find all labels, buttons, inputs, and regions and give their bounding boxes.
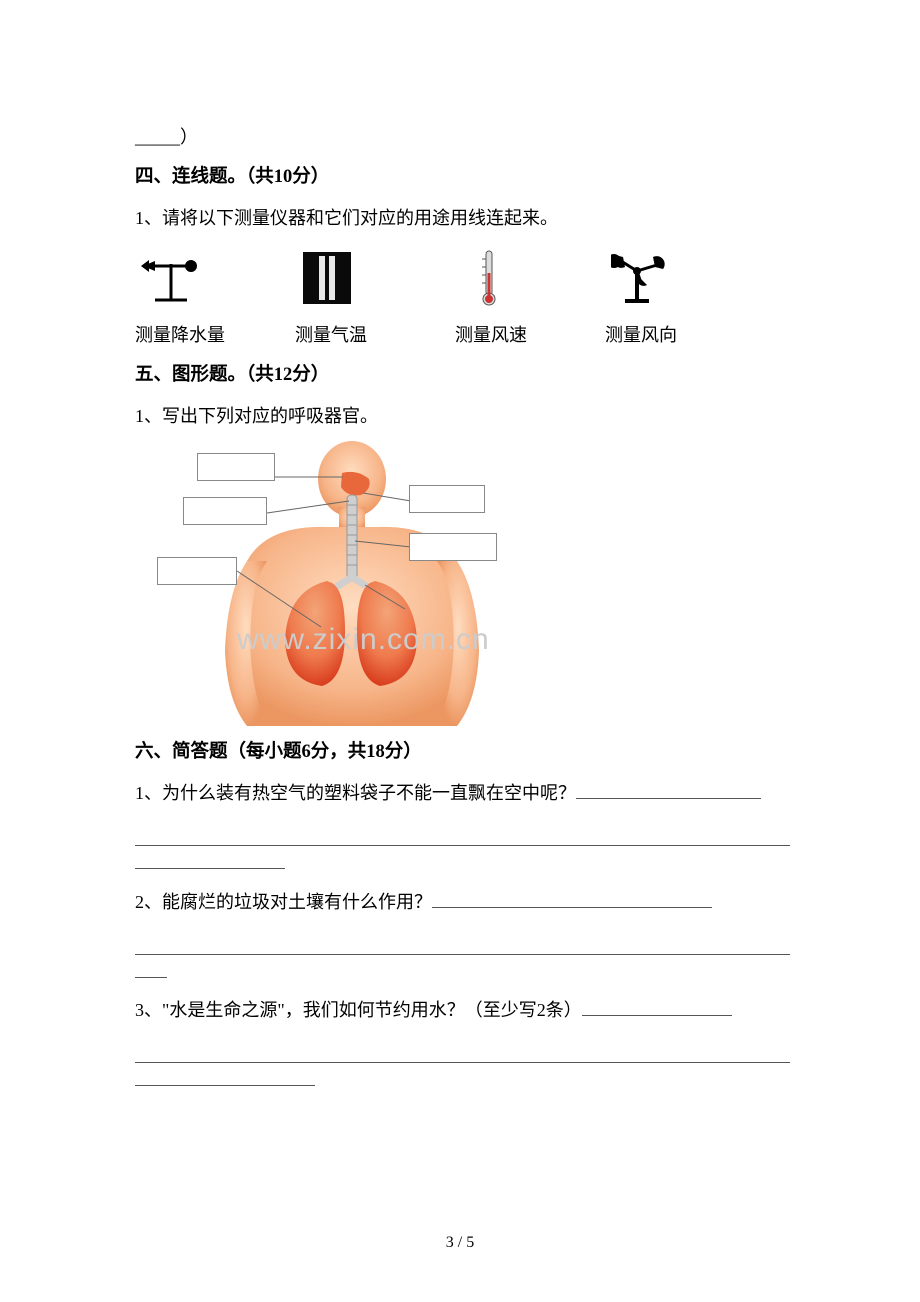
q1-answer-line[interactable] <box>135 814 790 846</box>
respiratory-diagram: www.zixin.com.cn <box>147 441 547 729</box>
wind-vane-icon <box>141 250 201 306</box>
q3-answer-line[interactable] <box>135 1031 790 1063</box>
page-number: 3 / 5 <box>0 1234 920 1252</box>
section-5-q1-prompt: 1、写出下列对应的呼吸器官。 <box>135 399 790 433</box>
section-4-heading: 四、连线题。（共10分） <box>135 160 790 195</box>
instrument-3 <box>455 250 605 306</box>
instrument-2 <box>295 250 455 306</box>
q2-text: 2、能腐烂的垃圾对土壤有什么作用？ <box>135 892 432 912</box>
section-6-q3: 3、"水是生命之源"，我们如何节约用水？（至少写2条） <box>135 993 790 1027</box>
q2-inline-blank[interactable] <box>432 890 712 908</box>
instrument-1 <box>135 250 295 306</box>
section-6-heading: 六、简答题（每小题6分，共18分） <box>135 735 790 770</box>
label-box-top-left-1[interactable] <box>197 453 275 481</box>
label-box-right-2[interactable] <box>409 533 497 561</box>
label-wind-direction: 测量风向 <box>605 318 755 352</box>
q3-inline-blank[interactable] <box>582 998 732 1016</box>
section-4-q1-prompt: 1、请将以下测量仪器和它们对应的用途用线连起来。 <box>135 201 790 235</box>
page-content: _____） 四、连线题。（共10分） 1、请将以下测量仪器和它们对应的用途用线… <box>135 120 790 1097</box>
section-6-q2: 2、能腐烂的垃圾对土壤有什么作用？ <box>135 885 790 919</box>
instrument-4 <box>605 250 755 306</box>
q2-answer-line[interactable] <box>135 923 790 955</box>
q3-tail-line[interactable] <box>135 1063 790 1097</box>
q1-inline-blank[interactable] <box>576 781 761 799</box>
label-box-right-1[interactable] <box>409 485 485 513</box>
q1-text: 1、为什么装有热空气的塑料袋子不能一直飘在空中呢？ <box>135 783 576 803</box>
q2-tail-line[interactable] <box>135 955 790 989</box>
thermometer-icon <box>479 250 499 306</box>
section-5-heading: 五、图形题。（共12分） <box>135 358 790 393</box>
instrument-icon-row <box>135 250 790 306</box>
label-precipitation: 测量降水量 <box>135 318 295 352</box>
q1-tail-line[interactable] <box>135 846 790 880</box>
label-box-left-3[interactable] <box>157 557 237 585</box>
rain-gauge-icon <box>301 250 353 306</box>
label-box-top-left-2[interactable] <box>183 497 267 525</box>
instrument-label-row: 测量降水量 测量气温 测量风速 测量风向 <box>135 318 790 352</box>
q3-text: 3、"水是生命之源"，我们如何节约用水？（至少写2条） <box>135 1000 582 1020</box>
label-wind-speed: 测量风速 <box>455 318 605 352</box>
anemometer-icon <box>611 250 667 306</box>
prev-page-continuation: _____） <box>135 120 198 154</box>
section-6-q1: 1、为什么装有热空气的塑料袋子不能一直飘在空中呢？ <box>135 776 790 810</box>
label-temperature: 测量气温 <box>295 318 455 352</box>
